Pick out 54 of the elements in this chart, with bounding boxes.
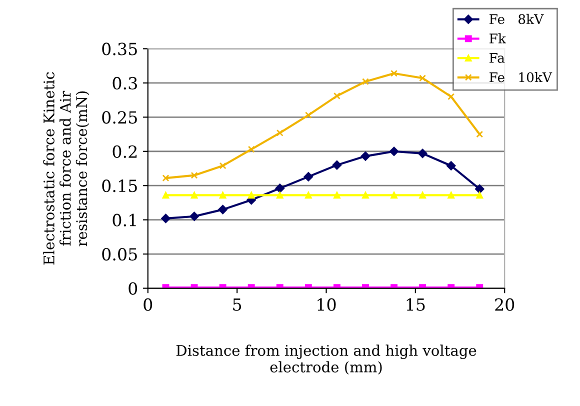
point bbox=[448, 93, 455, 100]
point bbox=[162, 174, 170, 182]
y-tick-label: 0.15 bbox=[102, 180, 137, 192]
point bbox=[390, 192, 398, 199]
y-tick-label: 0.2 bbox=[112, 145, 137, 158]
point bbox=[362, 78, 369, 86]
point bbox=[476, 192, 484, 199]
point bbox=[248, 192, 255, 199]
x-tick-label: 15 bbox=[406, 298, 425, 311]
point bbox=[190, 192, 198, 199]
y-axis-title: Electrostatic force Kinetic friction force and Air resistance force(mN) bbox=[43, 72, 90, 265]
x-tick-label: 5 bbox=[233, 298, 242, 311]
point bbox=[304, 112, 312, 119]
x-tick-label: 0 bbox=[144, 298, 152, 311]
x-tick-label: 10 bbox=[318, 298, 336, 311]
point bbox=[304, 172, 314, 182]
point bbox=[161, 214, 170, 224]
point bbox=[275, 184, 285, 193]
point bbox=[418, 148, 428, 158]
point bbox=[218, 204, 228, 214]
point bbox=[360, 152, 370, 161]
point bbox=[219, 162, 226, 170]
point bbox=[333, 92, 340, 100]
point bbox=[362, 192, 369, 199]
point bbox=[162, 192, 170, 199]
point bbox=[476, 130, 484, 138]
y-tick-label: 0.05 bbox=[102, 248, 137, 261]
x-axis-title: Distance from injection and high voltage electrode (mm) bbox=[176, 344, 476, 375]
legend-label: Fk bbox=[490, 33, 506, 44]
point bbox=[304, 192, 312, 199]
point bbox=[332, 160, 342, 170]
legend-label: Fe 10kV bbox=[490, 72, 552, 82]
point bbox=[248, 146, 255, 153]
point bbox=[276, 129, 284, 136]
point bbox=[475, 184, 484, 194]
legend-label: Fe 8kV bbox=[490, 14, 544, 24]
x-tick-label: 20 bbox=[495, 298, 514, 311]
point bbox=[448, 192, 455, 199]
legend-label: Fa bbox=[490, 53, 505, 63]
point bbox=[276, 192, 284, 199]
y-tick-label: 0.35 bbox=[102, 42, 137, 56]
point bbox=[446, 161, 456, 170]
y-tick-label: 0.1 bbox=[112, 214, 136, 226]
point bbox=[333, 192, 340, 199]
point bbox=[219, 192, 226, 199]
point bbox=[190, 212, 199, 222]
y-tick-label: 0.25 bbox=[102, 111, 137, 124]
point bbox=[389, 146, 399, 156]
y-tick-label: 0 bbox=[128, 282, 138, 295]
point bbox=[190, 172, 198, 179]
y-tick-label: 0.3 bbox=[112, 76, 137, 90]
point bbox=[419, 74, 426, 82]
point bbox=[419, 192, 426, 199]
point bbox=[390, 70, 398, 77]
